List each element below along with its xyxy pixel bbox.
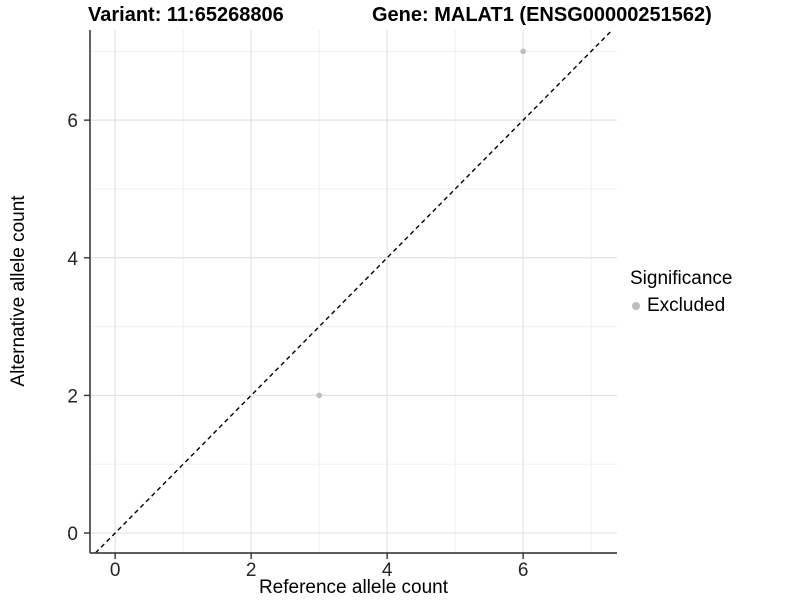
x-tick-label: 6 (518, 560, 529, 581)
y-tick-label: 6 (67, 111, 78, 132)
identity-reference-line (94, 29, 613, 554)
legend-item-label: Excluded (647, 295, 726, 316)
x-axis-label: Reference allele count (258, 577, 449, 598)
legend-item: Excluded (630, 295, 732, 317)
y-tick-label: 0 (67, 524, 78, 545)
plot-title-gene: Gene: MALAT1 (ENSG00000251562) (372, 4, 712, 26)
legend-title: Significance (630, 268, 733, 289)
legend-items: Excluded (630, 295, 732, 317)
data-point (520, 48, 526, 55)
x-tick-label: 0 (110, 560, 121, 581)
data-point (316, 392, 322, 399)
legend: Significance Excluded (630, 268, 732, 317)
y-tick-label: 2 (67, 386, 78, 407)
panel-background (90, 30, 617, 553)
legend-key-dot-icon (632, 302, 640, 310)
y-axis-label: Alternative allele count (8, 195, 29, 387)
plot-title-variant: Variant: 11:65268806 (88, 4, 284, 26)
x-tick-label: 4 (382, 560, 393, 581)
x-tick-label: 2 (246, 560, 257, 581)
y-tick-label: 4 (67, 249, 78, 270)
